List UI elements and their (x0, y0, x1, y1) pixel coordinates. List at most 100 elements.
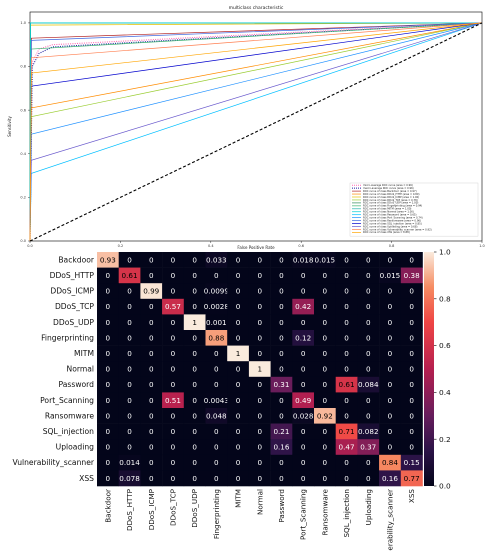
roc-legend-label: ROC curve of class Backdoor (area = 0.97… (363, 189, 417, 193)
heatmap-cell (400, 330, 423, 346)
heatmap-cell (97, 314, 119, 331)
heatmap-column-label: Normal (255, 489, 264, 515)
heatmap-cell-value: 0 (214, 365, 219, 374)
heatmap-cell (379, 267, 402, 284)
heatmap-cell (335, 252, 358, 268)
heatmap-cell-value: 0 (214, 271, 219, 280)
heatmap-cell-value: 0 (323, 443, 328, 452)
heatmap-cell (140, 392, 163, 409)
heatmap-cell-value: 0 (106, 318, 111, 327)
heatmap-cell (400, 267, 423, 284)
heatmap-cell-value: 0 (409, 333, 414, 342)
heatmap-cell-value: 0 (323, 427, 328, 436)
heatmap-cell (97, 361, 119, 378)
heatmap-cell (205, 454, 228, 471)
heatmap-cell (118, 408, 141, 424)
heatmap-cell-value: 0 (301, 318, 306, 327)
heatmap-cell-value: 0 (171, 318, 176, 327)
heatmap-cell-value: 0 (366, 318, 371, 327)
heatmap-cell-value: 0 (192, 287, 197, 296)
heatmap-cell-value: 0.033 (206, 255, 227, 264)
heatmap-cell (183, 392, 206, 409)
heatmap-cell-value: 0.71 (339, 427, 355, 436)
roc-legend-label: ROC curve of class DDoS_UDP (area = 1.00… (363, 201, 418, 205)
heatmap-cell (292, 408, 315, 424)
heatmap-cell-value: 0 (149, 271, 154, 280)
heatmap-cell (248, 283, 271, 300)
heatmap-cell (379, 330, 402, 346)
heatmap-cell (227, 392, 250, 409)
heatmap-cell (357, 345, 380, 362)
heatmap-cell (227, 345, 250, 362)
heatmap-cell (205, 252, 228, 268)
heatmap-cell-value: 0 (366, 333, 371, 342)
heatmap-cell-value: 0 (257, 411, 262, 420)
heatmap-row-label: Vulnerability_scanner (13, 458, 95, 467)
heatmap-cell-value: 0.88 (208, 333, 224, 342)
roc-chart: multiclass characteristic False Positive … (7, 5, 485, 250)
heatmap-cell (314, 439, 336, 456)
heatmap-cell (292, 361, 315, 378)
heatmap-cell (118, 330, 141, 346)
roc-legend-label: micro-average ROC curve (area = 0.96) (363, 183, 413, 187)
heatmap-cell-value: 0.61 (339, 380, 355, 389)
heatmap-cell (97, 392, 119, 409)
heatmap-cell-value: 0 (301, 474, 306, 483)
heatmap-cell-value: 0.048 (206, 411, 227, 420)
roc-series-line (29, 22, 483, 242)
heatmap-cell-value: 0 (344, 365, 349, 374)
roc-legend-box (349, 182, 479, 237)
heatmap-cell (379, 376, 402, 393)
heatmap-cell (292, 330, 315, 346)
heatmap-cell (335, 314, 358, 331)
heatmap-row-label: Uploading (56, 443, 95, 452)
heatmap-cell (248, 408, 271, 424)
heatmap-cell (162, 314, 185, 331)
heatmap-cell-value: 0.014 (119, 458, 140, 467)
roc-series-line (29, 22, 483, 242)
colorbar (424, 252, 434, 486)
heatmap-cell (97, 298, 119, 315)
heatmap-cell (162, 439, 185, 456)
heatmap-cell (400, 392, 423, 409)
heatmap-cell (227, 283, 250, 300)
heatmap-cell-value: 0 (192, 396, 197, 405)
heatmap-column-label: SQL_injection (342, 489, 351, 538)
heatmap-cell-value: 0 (236, 411, 241, 420)
heatmap-cell-value: 0 (388, 255, 393, 264)
heatmap-cell-value: 0 (366, 287, 371, 296)
heatmap-cell (270, 439, 293, 456)
heatmap-cell (183, 361, 206, 378)
heatmap-cell-value: 0 (127, 255, 132, 264)
heatmap-cell-value: 0 (149, 427, 154, 436)
heatmap-cell (118, 439, 141, 456)
heatmap-column-label: Port_Scanning (299, 489, 308, 540)
heatmap-column-label: DDoS_TCP (168, 488, 177, 526)
heatmap-cell-value: 0 (127, 380, 132, 389)
heatmap-cell-value: 0 (388, 333, 393, 342)
heatmap-cell (357, 439, 380, 456)
heatmap-cell-value: 0 (409, 396, 414, 405)
heatmap-cell-value: 0 (257, 287, 262, 296)
heatmap-cell (140, 454, 163, 471)
heatmap-cell-value: 0 (388, 443, 393, 452)
heatmap-cell (292, 470, 315, 487)
heatmap-cell-value: 0.16 (273, 443, 289, 452)
heatmap-cell (227, 314, 250, 331)
heatmap-cell (97, 283, 119, 300)
heatmap-cell-value: 0.37 (360, 443, 376, 452)
heatmap-cell (270, 330, 293, 346)
heatmap-cell (97, 454, 119, 471)
heatmap-cell-value: 0 (127, 443, 132, 452)
heatmap-cell (314, 470, 336, 487)
heatmap-cell (140, 408, 163, 424)
heatmap-cell (183, 439, 206, 456)
heatmap-cell-value: 0 (257, 396, 262, 405)
heatmap-cell-value: 0.0043 (204, 396, 229, 405)
heatmap-cell (140, 283, 163, 300)
roc-y-tick-label: 0.4 (20, 152, 26, 156)
heatmap-cell (183, 252, 206, 268)
heatmap-cell-value: 0 (279, 255, 284, 264)
heatmap-cell-value: 0 (388, 318, 393, 327)
